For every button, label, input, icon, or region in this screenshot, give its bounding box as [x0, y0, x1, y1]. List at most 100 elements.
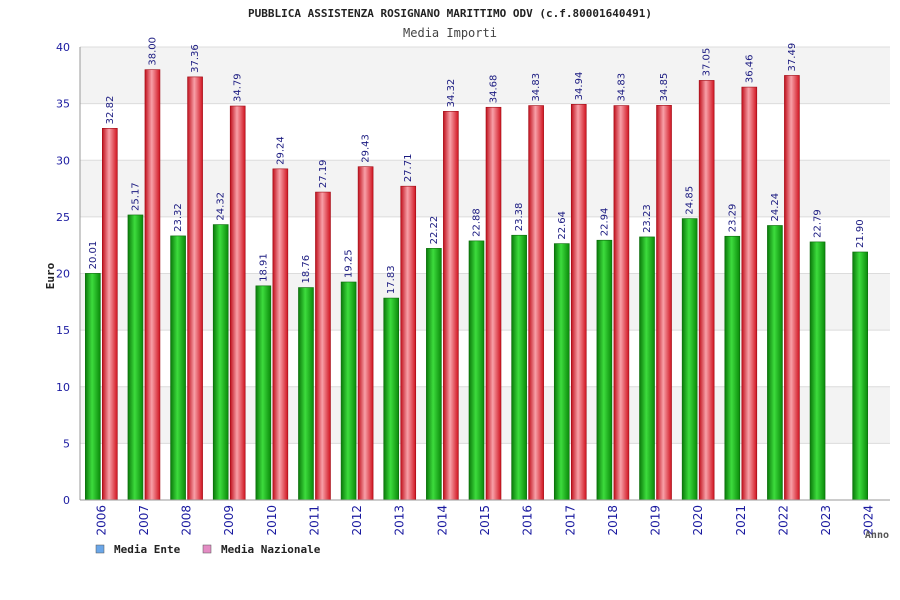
y-axis-label: Euro — [44, 262, 57, 289]
bar-ente-2011 — [298, 287, 314, 501]
x-tick-label-2014: 2014 — [435, 505, 449, 536]
data-label-ente-2020: 24.85 — [685, 186, 696, 215]
chart-title: PUBBLICA ASSISTENZA ROSIGNANO MARITTIMO … — [248, 7, 652, 20]
bar-nazionale-2006 — [102, 128, 118, 501]
y-tick-label: 0 — [63, 494, 70, 507]
data-label-ente-2023: 22.79 — [813, 209, 824, 238]
data-label-nazionale-2019: 34.85 — [659, 73, 670, 102]
bar-nazionale-2007 — [144, 69, 161, 501]
data-label-nazionale-2006: 32.82 — [105, 96, 116, 125]
data-label-ente-2012: 19.25 — [344, 249, 355, 278]
y-tick-label: 25 — [56, 211, 70, 224]
x-tick-label-2011: 2011 — [307, 505, 321, 536]
data-label-nazionale-2018: 34.83 — [616, 73, 627, 102]
legend-swatch-media-nazionale — [202, 544, 212, 554]
data-label-ente-2006: 20.01 — [88, 241, 99, 270]
data-label-ente-2022: 24.24 — [770, 193, 781, 222]
data-label-nazionale-2007: 38.00 — [147, 37, 158, 66]
data-label-ente-2017: 22.64 — [557, 211, 568, 240]
bar-ente-2024 — [852, 251, 868, 501]
bar-ente-2006 — [85, 273, 101, 501]
data-label-nazionale-2020: 37.05 — [702, 48, 713, 77]
data-label-nazionale-2013: 27.71 — [403, 154, 414, 183]
x-tick-label-2019: 2019 — [649, 505, 663, 536]
bar-nazionale-2019 — [656, 105, 672, 501]
bar-ente-2014 — [426, 248, 442, 501]
data-label-nazionale-2017: 34.94 — [574, 72, 585, 101]
x-tick-label-2007: 2007 — [137, 505, 151, 536]
bar-ente-2018 — [596, 239, 613, 501]
x-tick-label-2023: 2023 — [819, 505, 833, 536]
y-tick-label: 30 — [56, 154, 70, 167]
y-tick-label: 35 — [56, 98, 70, 111]
x-tick-label-2021: 2021 — [734, 505, 748, 536]
data-label-nazionale-2014: 34.32 — [446, 79, 457, 108]
legend-label-media-ente: Media Ente — [114, 543, 181, 556]
data-label-nazionale-2015: 34.68 — [489, 75, 500, 104]
x-tick-label-2020: 2020 — [691, 505, 705, 536]
data-label-nazionale-2008: 37.36 — [190, 44, 201, 73]
data-label-ente-2019: 23.23 — [642, 204, 653, 233]
bar-ente-2015 — [468, 240, 485, 501]
bar-nazionale-2014 — [443, 111, 459, 501]
data-label-ente-2021: 23.29 — [727, 204, 738, 233]
bar-nazionale-2012 — [357, 166, 374, 501]
data-label-nazionale-2010: 29.24 — [275, 136, 286, 165]
data-label-ente-2024: 21.90 — [855, 219, 866, 248]
data-labels: 20.01 25.17 23.32 24.32 18.91 18.76 19.25 17.83… — [88, 37, 866, 294]
bar-ente-2007 — [127, 214, 144, 501]
data-label-ente-2016: 23.38 — [514, 203, 525, 232]
x-tick-label-2016: 2016 — [521, 505, 535, 536]
data-label-ente-2010: 18.91 — [258, 253, 269, 282]
legend-label-media-nazionale: Media Nazionale — [221, 543, 321, 556]
bar-ente-2012 — [340, 281, 357, 501]
x-axis-label: Anno — [865, 530, 889, 541]
y-tick-label: 5 — [63, 437, 70, 450]
data-label-nazionale-2012: 29.43 — [361, 134, 372, 163]
data-label-ente-2013: 17.83 — [386, 265, 397, 294]
data-label-ente-2007: 25.17 — [130, 182, 141, 211]
x-tick-label-2009: 2009 — [222, 505, 236, 536]
bar-nazionale-2022 — [784, 75, 800, 501]
bar-ente-2013 — [383, 297, 400, 501]
bar-nazionale-2017 — [570, 104, 587, 501]
bar-ente-2016 — [511, 234, 527, 501]
legend-swatch-media-ente — [95, 544, 105, 554]
bar-ente-2010 — [255, 285, 272, 501]
bar-ente-2008 — [170, 235, 186, 501]
bars — [85, 69, 868, 501]
x-tick-label-2018: 2018 — [606, 505, 620, 536]
bar-nazionale-2011 — [315, 191, 331, 501]
x-tick-label-2015: 2015 — [478, 505, 492, 536]
data-label-nazionale-2016: 34.83 — [531, 73, 542, 102]
bar-ente-2020 — [681, 218, 698, 501]
x-tick-label-2010: 2010 — [265, 505, 279, 536]
x-tick-label-2006: 2006 — [94, 505, 108, 536]
y-tick-label: 40 — [56, 41, 70, 54]
bar-ente-2021 — [724, 235, 741, 501]
x-tick-label-2008: 2008 — [180, 505, 194, 536]
x-tick-label-2022: 2022 — [776, 505, 790, 536]
bar-ente-2017 — [553, 243, 570, 501]
data-label-ente-2011: 18.76 — [301, 255, 312, 284]
x-tick-label-2012: 2012 — [350, 505, 364, 536]
bar-nazionale-2013 — [400, 185, 417, 501]
bar-nazionale-2010 — [272, 168, 289, 501]
x-tick-label-2013: 2013 — [393, 505, 407, 536]
bar-ente-2023 — [809, 241, 826, 501]
bar-ente-2009 — [212, 224, 229, 501]
bar-ente-2022 — [767, 225, 783, 501]
data-label-ente-2014: 22.22 — [429, 216, 440, 245]
bar-nazionale-2021 — [741, 86, 758, 501]
bar-nazionale-2008 — [187, 76, 203, 501]
bar-nazionale-2018 — [613, 105, 630, 501]
data-label-ente-2015: 22.88 — [472, 208, 483, 237]
bar-nazionale-2009 — [229, 105, 246, 501]
data-label-ente-2008: 23.32 — [173, 203, 184, 232]
chart-subtitle: Media Importi — [403, 26, 497, 40]
legend: Media Ente Media Nazionale — [95, 543, 321, 556]
data-label-ente-2009: 24.32 — [216, 192, 227, 221]
y-tick-label: 15 — [56, 324, 70, 337]
bar-nazionale-2015 — [485, 106, 502, 501]
